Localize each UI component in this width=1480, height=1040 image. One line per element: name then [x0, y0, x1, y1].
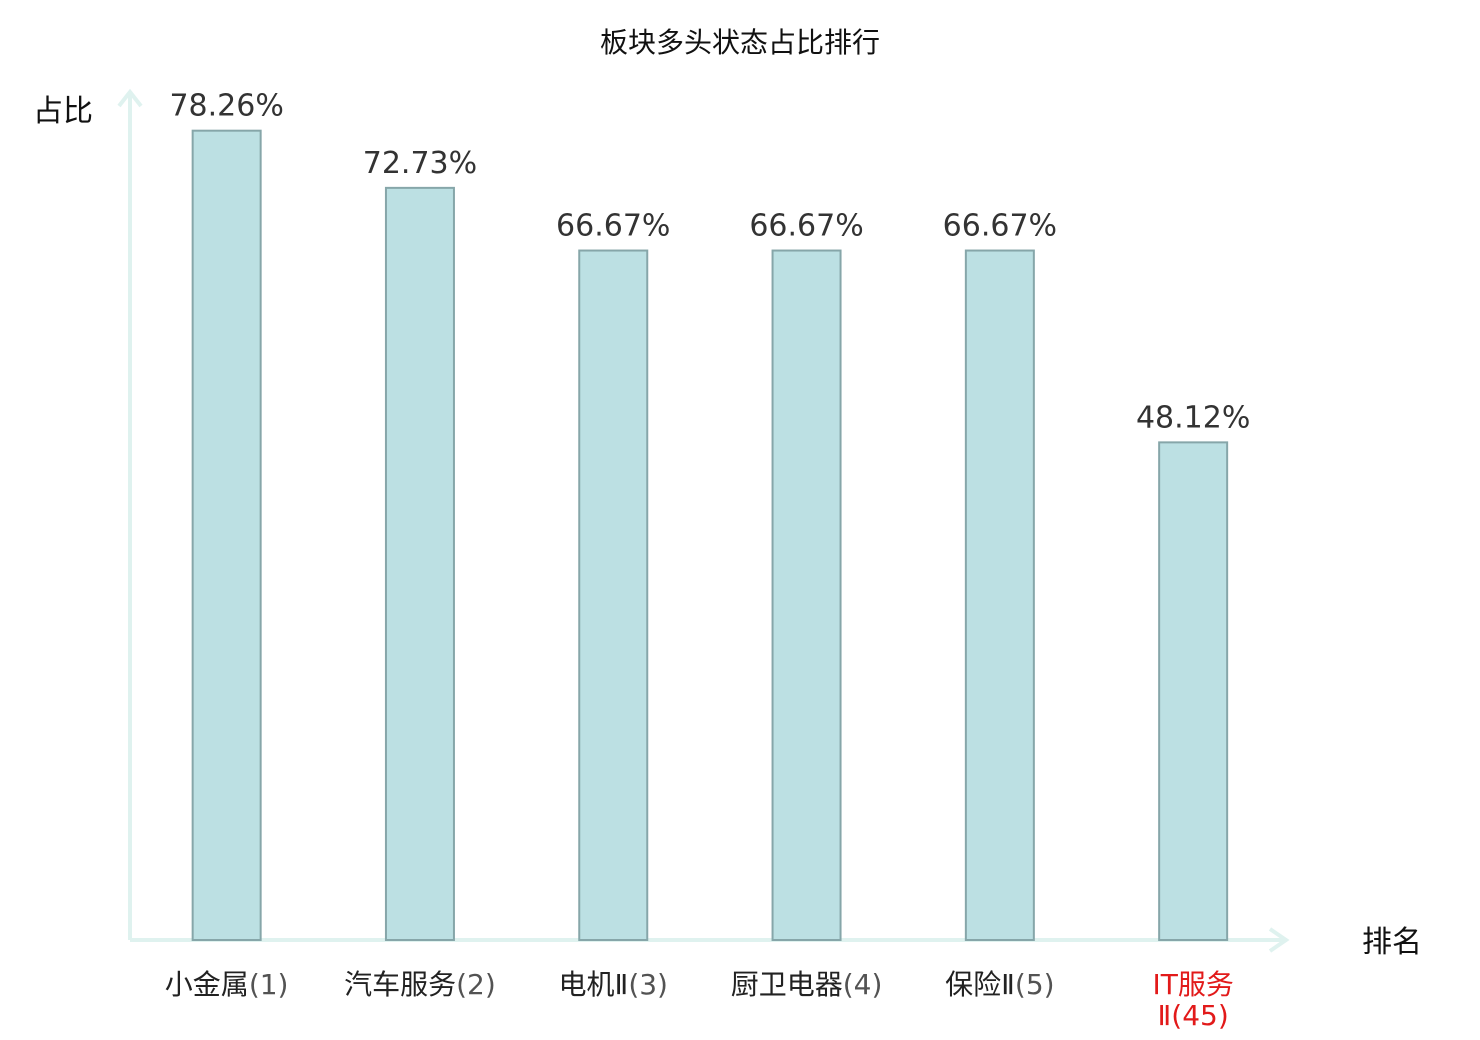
bar-value-label: 48.12%: [1136, 400, 1250, 435]
category-rank: (1): [249, 968, 289, 1001]
category-name: 保险Ⅱ: [945, 968, 1015, 1001]
bar-value-label: 66.67%: [749, 209, 863, 244]
category-name: 小金属: [165, 968, 249, 1001]
bar-value-label: 66.67%: [556, 209, 670, 244]
bar: [964, 249, 1035, 942]
category-labels-group: 小金属(1) 汽车服务(2) 电机Ⅱ(3) 厨卫电器(4) 保险Ⅱ(5) IT服务Ⅱ(45…: [165, 968, 1234, 1032]
x-axis-arrow: [1268, 927, 1290, 953]
category-label: 电机Ⅱ(3): [559, 968, 668, 1001]
x-axis-label: 排名: [1362, 925, 1422, 960]
category-name: 厨卫电器: [731, 968, 843, 1001]
category-rank: (2): [456, 968, 496, 1001]
bar: [191, 129, 262, 942]
category-rank: (5): [1015, 968, 1055, 1001]
category-rank: Ⅱ(45): [1158, 999, 1229, 1032]
category-label: 保险Ⅱ(5): [945, 968, 1054, 1001]
category-label: 小金属(1): [165, 968, 289, 1001]
bar-value-label: 72.73%: [363, 146, 477, 181]
bar: [771, 249, 842, 942]
y-axis-arrow: [117, 88, 143, 108]
category-label: 汽车服务(2): [344, 968, 496, 1001]
category-name: 电机Ⅱ: [559, 968, 629, 1001]
value-labels-group: 78.26% 72.73% 66.67% 66.67% 66.67% 48.12%: [169, 89, 1250, 436]
category-name: IT服务: [1152, 968, 1233, 1001]
bars-group: [191, 129, 1229, 942]
bar-value-label: 66.67%: [943, 209, 1057, 244]
category-name: 汽车服务: [344, 968, 456, 1001]
bar-value-label: 78.26%: [169, 89, 283, 124]
chart-title: 板块多头状态占比排行: [600, 26, 880, 59]
bar: [578, 249, 649, 942]
bar: [384, 186, 455, 942]
bar: [1158, 441, 1229, 941]
category-label: 厨卫电器(4): [731, 968, 883, 1001]
category-rank: (3): [628, 968, 668, 1001]
y-axis-label: 占比: [33, 94, 93, 129]
category-rank: (4): [843, 968, 883, 1001]
